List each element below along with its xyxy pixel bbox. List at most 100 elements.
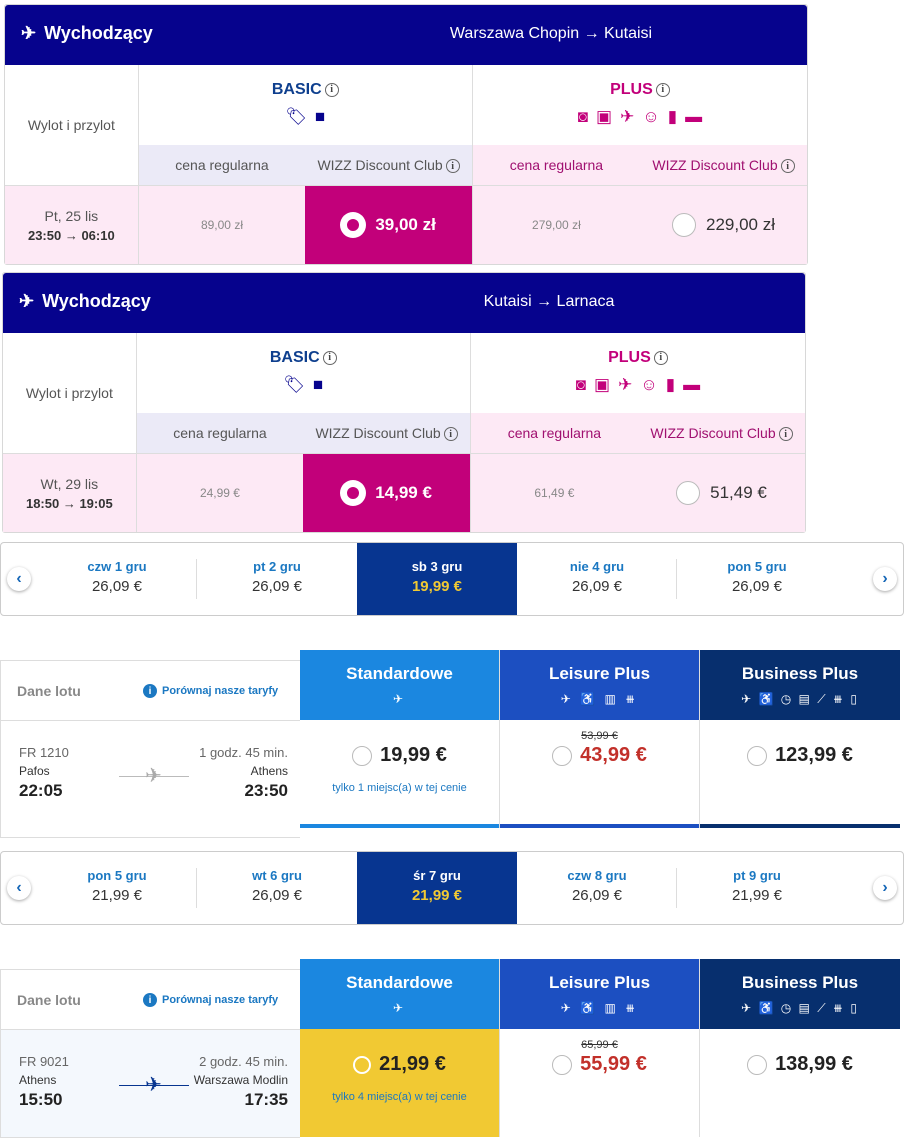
club-price-label: WIZZ Discount Club xyxy=(315,424,441,441)
fare-business-plus[interactable]: Business Plus ✈ ♿ ◷ ▤ ⟋ ⧻ ▯ 123,99 € xyxy=(700,650,900,828)
date-price: 26,09 € xyxy=(91,578,143,595)
flight-times: 18:50 → 19:05 xyxy=(25,495,113,511)
regular-price-label: cena regularna xyxy=(175,157,269,173)
radio-selected[interactable] xyxy=(341,213,366,237)
compare-fares-link[interactable]: i Porównaj nasze taryfy xyxy=(143,684,278,698)
basic-regular-price[interactable]: 89,00 zł xyxy=(200,218,243,232)
info-icon[interactable]: i xyxy=(655,82,670,97)
next-dates-button[interactable]: › xyxy=(867,543,903,615)
radio[interactable] xyxy=(747,1054,768,1075)
fare-name: Business Plus xyxy=(741,664,859,683)
seat-icon: ◙ xyxy=(577,107,589,126)
fare-leisure-plus[interactable]: Leisure Plus ✈ ♿ ▥ ⧻ 53,99 € 43,99 € xyxy=(500,650,700,828)
date-option[interactable]: wt 6 gru 26,09 € xyxy=(197,852,357,924)
plane-icon: ✈ xyxy=(145,1074,162,1096)
basic-club-price: 14,99 € xyxy=(375,483,432,502)
radio-selected[interactable] xyxy=(353,1055,372,1074)
prev-dates-button[interactable]: ‹ xyxy=(1,543,37,615)
fare-features-icons: ✈ ♿ ◷ ▤ ⟋ ⧻ ▯ xyxy=(741,1001,859,1015)
fare-price: 138,99 € xyxy=(775,1053,853,1075)
fare-business-plus[interactable]: Business Plus ✈ ♿ ◷ ▤ ⟋ ⧻ ▯ 138,99 € xyxy=(700,959,900,1137)
basic-club-price-option[interactable]: 14,99 € xyxy=(303,454,470,532)
date-price: 21,99 € xyxy=(731,887,783,904)
plus-fare-name: PLUS xyxy=(608,349,651,366)
date-option-selected[interactable]: śr 7 gru 21,99 € xyxy=(357,852,517,924)
flight-details: FR 1210 1 godz. 45 min. Pafos Athens 22:… xyxy=(0,720,300,838)
basic-fare-name: BASIC xyxy=(271,81,322,98)
info-icon[interactable]: i xyxy=(445,159,460,174)
prev-dates-button[interactable]: ‹ xyxy=(1,852,37,924)
fare-standard[interactable]: Standardowe ✈ 21,99 € tylko 4 miejsc(a) w… xyxy=(300,959,500,1137)
plus-club-price: 229,00 zł xyxy=(705,215,775,234)
old-price: 53,99 € xyxy=(581,730,618,742)
date-label: pon 5 gru xyxy=(87,868,147,883)
next-dates-button[interactable]: › xyxy=(867,852,903,924)
tag-icon: 🏷 xyxy=(283,375,305,394)
info-icon[interactable]: i xyxy=(324,82,339,97)
chevron-left-icon: ‹ xyxy=(7,876,31,900)
date-option[interactable]: pon 5 gru 21,99 € xyxy=(37,852,197,924)
arrival-time: 23:50 xyxy=(244,781,288,800)
date-option[interactable]: pon 5 gru 26,09 € xyxy=(677,543,837,615)
info-icon[interactable]: i xyxy=(443,427,458,442)
date-option[interactable]: pt 9 gru 21,99 € xyxy=(677,852,837,924)
info-icon[interactable]: i xyxy=(322,350,337,365)
info-icon[interactable]: i xyxy=(653,350,668,365)
date-label: czw 1 gru xyxy=(87,559,147,574)
flight-info-header: Dane lotu i Porównaj nasze taryfy xyxy=(0,969,300,1029)
family-icon: ☺ xyxy=(640,375,658,394)
compare-fares-link[interactable]: i Porównaj nasze taryfy xyxy=(143,993,278,1007)
regular-price-label: cena regularna xyxy=(509,157,604,173)
date-carousel-2: ‹ pon 5 gru 21,99 € wt 6 gru 26,09 € śr 7 … xyxy=(0,851,904,925)
date-label: wt 6 gru xyxy=(252,868,302,883)
radio-selected[interactable] xyxy=(341,481,366,505)
date-option-selected[interactable]: sb 3 gru 19,99 € xyxy=(357,543,517,615)
radio[interactable] xyxy=(552,745,573,766)
fare-name: Business Plus xyxy=(741,973,859,992)
priority-seat-icon: ▣ xyxy=(596,107,613,126)
date-option[interactable]: czw 1 gru 26,09 € xyxy=(37,543,197,615)
plus-regular-price[interactable]: 61,49 € xyxy=(534,486,575,500)
date-label: pon 5 gru xyxy=(727,559,787,574)
date-price: 21,99 € xyxy=(411,887,463,904)
basic-regular-price[interactable]: 24,99 € xyxy=(199,486,240,500)
fare-standard[interactable]: Standardowe ✈ 19,99 € tylko 1 miejsc(a) w… xyxy=(300,650,500,828)
date-option[interactable]: nie 4 gru 26,09 € xyxy=(517,543,677,615)
column-label: Wylot i przylot xyxy=(3,333,137,453)
radio[interactable] xyxy=(671,213,696,237)
radio[interactable] xyxy=(676,481,701,505)
date-option[interactable]: czw 8 gru 26,09 € xyxy=(517,852,677,924)
fare-name: Standardowe xyxy=(346,664,453,683)
info-icon[interactable]: i xyxy=(778,427,793,442)
trolley-icon: ▮ xyxy=(665,375,676,394)
date-price: 21,99 € xyxy=(91,887,143,904)
date-label: pt 9 gru xyxy=(733,868,781,883)
fare-leisure-plus[interactable]: Leisure Plus ✈ ♿ ▥ ⧻ 65,99 € 55,99 € xyxy=(500,959,700,1137)
basic-club-price-option[interactable]: 39,00 zł xyxy=(305,186,472,264)
seats-left-note: tylko 4 miejsc(a) w tej cenie xyxy=(332,1091,467,1103)
destination: Warszawa Modlin xyxy=(193,1073,288,1087)
plus-club-price-option[interactable]: 229,00 zł xyxy=(640,186,807,264)
info-icon[interactable]: i xyxy=(780,159,795,174)
fare-price: 19,99 € xyxy=(380,744,447,766)
wizz-flight-card-1: ✈ Wychodzący Warszawa Chopin → Kutaisi Wy… xyxy=(4,4,808,265)
radio[interactable] xyxy=(552,1054,573,1075)
chevron-left-icon: ‹ xyxy=(7,567,31,591)
fare-name: Leisure Plus xyxy=(548,664,651,683)
date-option[interactable]: pt 2 gru 26,09 € xyxy=(197,543,357,615)
direction-label: Wychodzący xyxy=(44,23,153,43)
date-label: nie 4 gru xyxy=(569,559,625,574)
plus-club-price-option[interactable]: 51,49 € xyxy=(638,454,805,532)
radio[interactable] xyxy=(747,745,768,766)
plus-regular-price[interactable]: 279,00 zł xyxy=(532,218,581,232)
radio[interactable] xyxy=(352,745,373,766)
date-label: sb 3 gru xyxy=(411,559,463,574)
departure-icon: ✈ xyxy=(620,107,635,126)
origin: Athens xyxy=(19,1073,57,1087)
date-price: 26,09 € xyxy=(571,578,623,595)
fare-name: Standardowe xyxy=(346,973,453,992)
regular-price-label: cena regularna xyxy=(507,425,602,441)
direction-label: Wychodzący xyxy=(42,291,151,311)
column-label: Wylot i przylot xyxy=(5,65,139,185)
ryanair-flight-card-1: Dane lotu i Porównaj nasze taryfy FR 1210… xyxy=(0,650,904,840)
